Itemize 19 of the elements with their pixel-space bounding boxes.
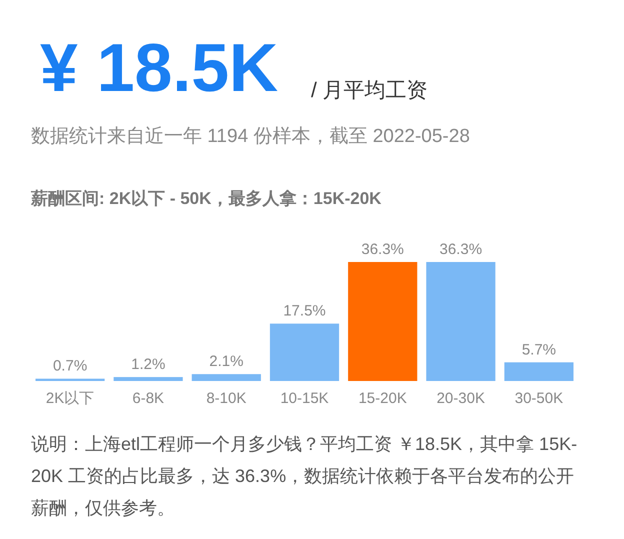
x-tick-label: 8-10K [206, 390, 246, 407]
data-label: 0.7% [52, 358, 88, 375]
data-label: 36.3% [440, 241, 482, 258]
data-label: 5.7% [522, 341, 556, 358]
annotation: 数据统计来自近一年 1194 份样本，截至 2022-05-28 [31, 125, 470, 149]
annotation: 薪酬区间: 2K以下 - 50K，最多人拿：15K-20K [31, 188, 382, 210]
annotation: 说明：上海etl工程师一个月多少钱？平均工资 ￥18.5K，其中拿 15K-20K 工资的占比最多，达 36.3%，数据统计依赖于各平台发布的公开薪酬，仅供参考。 [31, 433, 578, 520]
x-tick-label: 20-30K [436, 390, 485, 407]
x-tick-label: 10-15K [280, 390, 329, 407]
subtitle: / 月平均工资 [311, 78, 428, 104]
x-tick-label: 30-50K [514, 390, 564, 407]
title: ¥ 18.5K [40, 29, 278, 108]
data-label: 1.2% [131, 356, 166, 374]
data-label: 17.5% [283, 302, 326, 320]
x-tick-label: 2K以下 [46, 390, 94, 407]
data-label: 2.1% [209, 353, 244, 370]
data-label: 36.3% [361, 241, 404, 258]
x-tick-label: 15-20K [358, 390, 407, 407]
x-tick-label: 6-8K [132, 390, 164, 407]
